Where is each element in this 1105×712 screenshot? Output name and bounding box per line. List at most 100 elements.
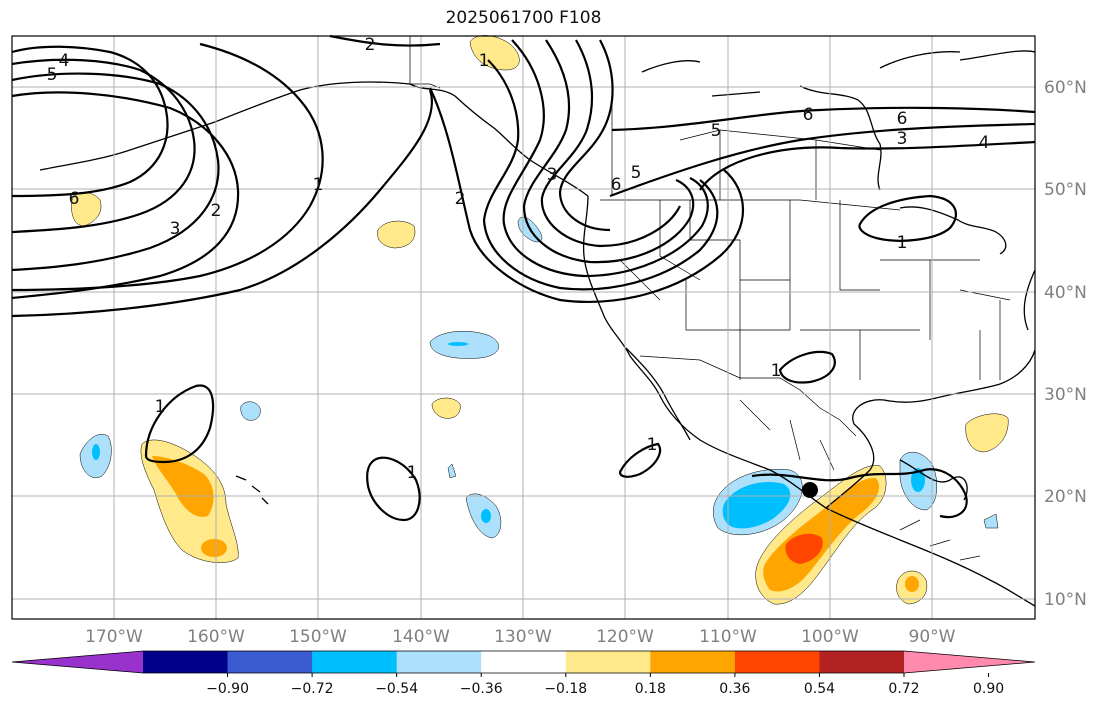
colorbar-swatch [396, 651, 482, 673]
positive-anomaly-core [763, 477, 880, 592]
colorbar-tick-label: −0.36 [460, 681, 503, 697]
contour-label: 2 [211, 201, 222, 221]
lat-label: 30°N [1044, 385, 1087, 405]
central-america-borders [899, 519, 981, 561]
contour-label: 3 [897, 129, 908, 149]
contour-label: 2 [365, 35, 376, 55]
contour-line [522, 39, 695, 264]
contour-label: 5 [711, 121, 722, 141]
contour-label: 1 [407, 463, 418, 483]
contour-label: 6 [69, 189, 80, 209]
negative-anomaly-core [911, 468, 925, 492]
shaded-field [71, 35, 1009, 605]
canada-province-lines [611, 82, 881, 200]
positive-anomaly-core [905, 576, 919, 592]
colorbar-swatch [565, 651, 651, 673]
colorbar-swatch [650, 651, 736, 673]
aleutian-islands [39, 81, 411, 171]
longitude-labels: 170°W 160°W 150°W 140°W 130°W 120°W 110°… [85, 627, 956, 647]
lon-label: 100°W [801, 627, 859, 647]
contour-line [11, 45, 169, 198]
lon-label: 110°W [699, 627, 757, 647]
colorbar-tick-label: −0.90 [206, 681, 249, 697]
baja-california [625, 347, 691, 441]
lon-label: 150°W [289, 627, 347, 647]
us-mexico-border [639, 355, 857, 437]
colorbar-tick-label: 0.90 [973, 681, 1004, 697]
contour-line [429, 87, 744, 303]
contour-line [858, 194, 957, 242]
contour-line [329, 34, 441, 47]
negative-anomaly-region [447, 463, 457, 479]
colorbar: −0.90 −0.72 −0.54 −0.36 −0.18 0.18 0.36 0.54 0.7… [11, 650, 1036, 697]
contour-line [540, 39, 681, 248]
negative-anomaly-core [481, 509, 491, 523]
colorbar-swatch [227, 651, 313, 673]
negative-anomaly-core [448, 342, 468, 346]
storm-position-dot [802, 482, 818, 498]
positive-anomaly-core [152, 456, 214, 517]
positive-anomaly-core [201, 539, 227, 557]
contour-label: 1 [313, 175, 324, 195]
colorbar-tick-label: −0.72 [291, 681, 334, 697]
lon-label: 140°W [392, 627, 450, 647]
contour-label: 1 [647, 435, 658, 455]
positive-anomaly-region [377, 220, 416, 249]
hawaii-islands [235, 475, 269, 505]
contour-line [482, 59, 719, 291]
graticule [12, 36, 1035, 619]
colorbar-swatch [819, 651, 905, 673]
negative-anomaly-region [983, 513, 999, 529]
coastlines [39, 50, 1036, 607]
yucatan-coast [899, 459, 968, 501]
colorbar-tick-label: 0.36 [719, 681, 750, 697]
lon-label: 130°W [494, 627, 552, 647]
contour-label: 5 [631, 163, 642, 183]
contour-line [144, 384, 215, 464]
contour-line [11, 72, 220, 272]
map-frame [11, 35, 1036, 620]
lon-label: 160°W [187, 627, 245, 647]
positive-anomaly-region [431, 397, 461, 419]
alaska-coast [409, 83, 589, 197]
gulf-of-mexico-coast [825, 349, 1036, 509]
colorbar-extend-min [12, 651, 143, 673]
contour-line [11, 42, 324, 292]
colorbar-tick-label: 0.72 [888, 681, 919, 697]
colorbar-tick-label: −0.18 [544, 681, 587, 697]
contour-line [699, 140, 1036, 191]
us-state-lines [619, 200, 1011, 380]
contour-label: 6 [611, 175, 622, 195]
colorbar-swatch [143, 651, 229, 673]
lat-label: 50°N [1044, 180, 1087, 200]
colorbar-outline [11, 650, 1036, 674]
colorbar-tick-label: 0.18 [635, 681, 666, 697]
contour-labels: 4 5 2 1 6 3 2 1 2 3 5 6 6 5 3 4 6 1 1 1 … [47, 35, 990, 483]
colorbar-tick-label: −0.54 [375, 681, 418, 697]
contour-line [502, 39, 709, 278]
contour-label: 4 [979, 133, 990, 153]
contour-label: 3 [170, 219, 181, 239]
contour-label: 1 [771, 361, 782, 381]
colorbar-swatch [734, 651, 820, 673]
arctic-islands [641, 50, 1036, 97]
negative-anomaly-region [240, 401, 261, 421]
negative-anomaly-core [722, 482, 791, 529]
contour-line [11, 58, 196, 234]
contour-line [609, 122, 1036, 198]
negative-anomaly-core [92, 444, 100, 460]
lon-label: 90°W [909, 627, 956, 647]
contour-label: 4 [59, 51, 70, 71]
lon-label: 120°W [596, 627, 654, 647]
great-lakes [899, 206, 1007, 255]
lat-label: 10°N [1044, 590, 1087, 610]
lat-label: 20°N [1044, 487, 1087, 507]
colorbar-tick-label: 0.54 [804, 681, 835, 697]
lon-label: 170°W [85, 627, 143, 647]
contour-line [558, 39, 614, 232]
colorbar-swatch [312, 651, 398, 673]
contour-label: 2 [455, 189, 466, 209]
contour-label: 1 [155, 397, 166, 417]
contour-label: 6 [803, 105, 814, 125]
